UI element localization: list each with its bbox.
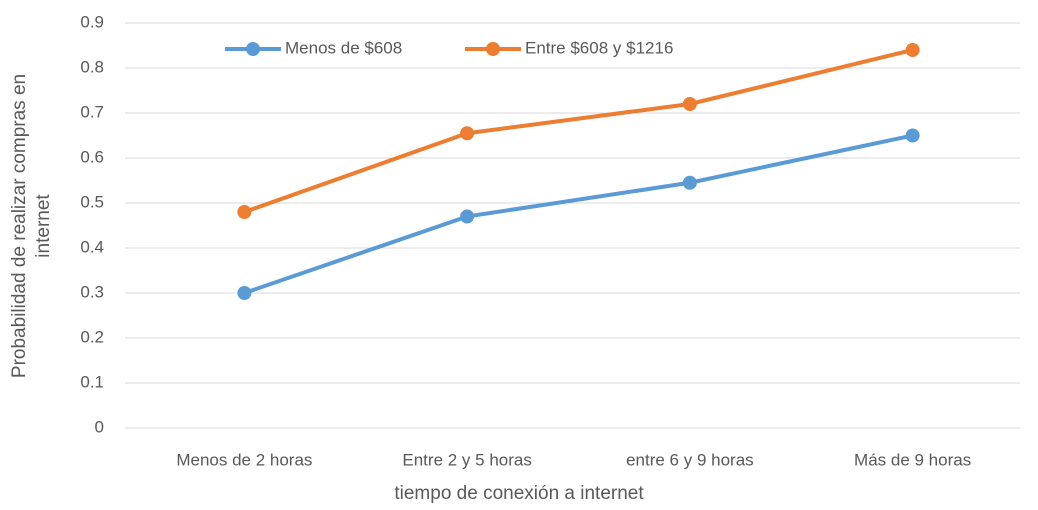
y-tick-label: 0 [95,417,104,436]
point [237,205,252,219]
point [460,126,475,141]
legend-marker [486,42,500,56]
legend-label: Menos de $608 [285,38,402,57]
point [682,97,697,111]
y-tick-label: 0.2 [80,327,104,346]
y-tick-label: 0.6 [80,147,104,166]
x-tick-label: Más de 9 horas [854,450,971,469]
x-axis-title: tiempo de conexión a internet [394,483,644,504]
y-tick-label: 0.8 [80,57,104,76]
point [905,43,920,57]
point [237,286,252,300]
legend-label: Entre $608 y $1216 [525,38,673,57]
y-tick-label: 0.3 [80,282,104,301]
y-axis-title: internet [33,194,54,258]
point [905,128,920,143]
point [682,175,697,190]
y-tick-label: 0.7 [80,102,104,121]
y-axis-title: Probabilidad de realizar compras en [9,74,30,378]
x-tick-label: Menos de 2 horas [176,450,312,469]
y-tick-label: 0.1 [80,372,104,391]
legend-marker [246,42,260,56]
point [460,209,475,224]
y-tick-label: 0.4 [80,237,104,256]
series-line [243,48,914,214]
x-tick-label: Entre 2 y 5 horas [402,450,531,469]
y-tick-label: 0.9 [80,12,104,31]
y-tick-label: 0.5 [80,192,104,211]
x-tick-label: entre 6 y 9 horas [626,450,754,469]
series-line [243,133,914,295]
